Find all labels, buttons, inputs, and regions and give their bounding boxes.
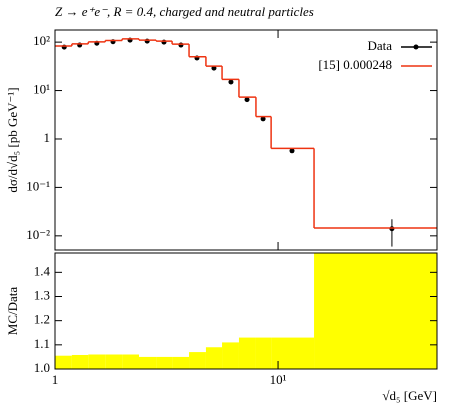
y-tick-label: 10¹ xyxy=(33,82,50,97)
data-point xyxy=(144,38,150,44)
data-point xyxy=(211,65,217,71)
ratio-band xyxy=(172,356,190,369)
ratio-band xyxy=(122,354,139,369)
y-tick-label: 1.2 xyxy=(34,312,50,327)
data-point xyxy=(260,116,266,122)
y-tick-label: 10⁻² xyxy=(26,227,50,242)
y-tick-label: 1.0 xyxy=(34,360,50,375)
frame xyxy=(54,252,438,370)
chart-title: Z → e⁺e⁻, R = 0.4, charged and neutral p… xyxy=(55,4,314,19)
legend-label: [15] 0.000248 xyxy=(318,57,392,72)
x-tick-label: 10¹ xyxy=(270,372,287,387)
ratio-band xyxy=(156,356,173,369)
ratio-band xyxy=(238,337,256,369)
data-point xyxy=(178,42,184,48)
data-point xyxy=(244,97,250,103)
ratio-band xyxy=(105,354,123,369)
ratio-band xyxy=(55,355,72,369)
ratio-band xyxy=(88,354,106,369)
data-point xyxy=(289,148,295,154)
ratio-band xyxy=(205,347,223,369)
y-tick-label: 1.4 xyxy=(34,263,51,278)
ratio-band xyxy=(314,253,437,369)
axes: 10⁻² 10⁻¹ 1 10¹ 10² Data [15] 0.000248 1.0 1.1 1.… xyxy=(26,30,437,387)
frame xyxy=(54,29,438,251)
x-tick-label: 1 xyxy=(52,372,59,387)
legend-label: Data xyxy=(367,38,392,53)
x-axis-label: √d₅ [GeV] xyxy=(382,388,437,403)
ratio-band xyxy=(255,337,272,369)
ratio-band xyxy=(222,342,239,369)
y-tick-label: 10⁻¹ xyxy=(26,178,50,193)
y-tick-label: 1.3 xyxy=(34,287,50,302)
legend-swatch xyxy=(413,44,419,50)
ratio-band xyxy=(71,354,89,369)
plot-area xyxy=(55,37,437,247)
y-axis-label: MC/Data xyxy=(5,287,20,336)
ratio-area xyxy=(55,253,437,369)
y-tick-label: 1 xyxy=(44,130,51,145)
y-tick-label: 1.1 xyxy=(34,336,50,351)
y-tick-label: 10² xyxy=(33,33,50,48)
y-axis-label: dσ/d√d₅ [pb GeV⁻¹] xyxy=(5,87,20,192)
ratio-band xyxy=(189,352,206,369)
ratio-band xyxy=(138,356,157,369)
data-point xyxy=(228,79,234,85)
